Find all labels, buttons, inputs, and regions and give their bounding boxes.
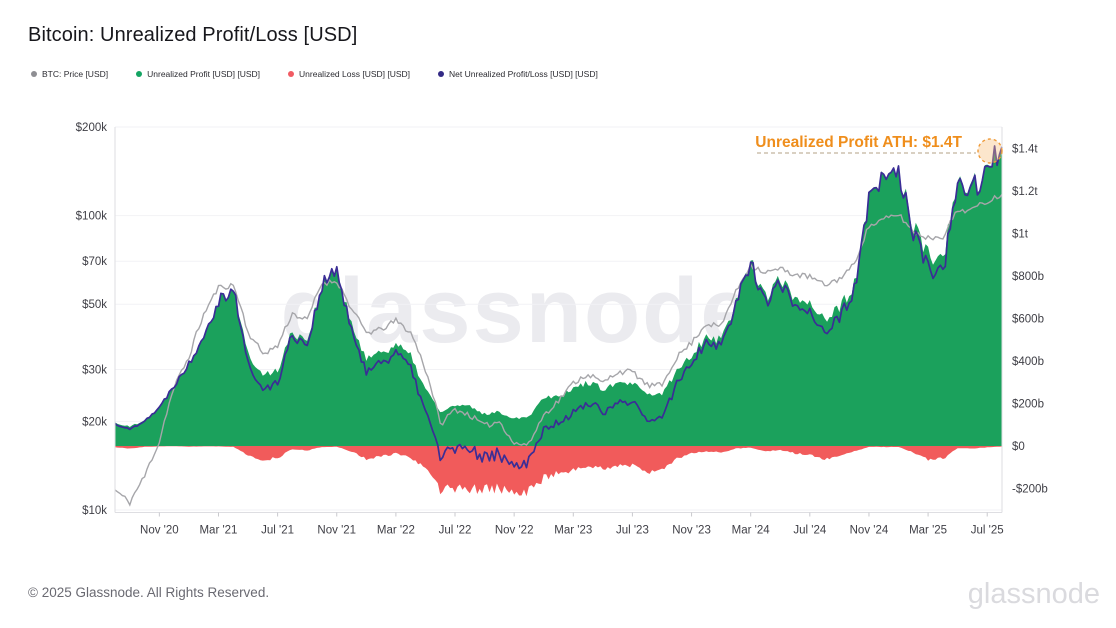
x-axis-label: Mar '24 [732, 525, 771, 537]
x-axis-label: Nov '24 [850, 525, 889, 537]
x-axis-label: Mar '22 [377, 525, 415, 537]
x-axis-label: Mar '21 [199, 525, 237, 537]
legend-dot-icon [438, 71, 445, 77]
right-axis-label: $1.2t [1012, 186, 1038, 198]
legend-item-1[interactable]: Unrealized Profit [USD] [USD] [136, 69, 260, 79]
left-axis-label: $200k [76, 122, 108, 134]
x-axis-label: Nov '21 [317, 525, 356, 537]
right-axis-label: $1.4t [1012, 144, 1038, 156]
legend-label: BTC: Price [USD] [42, 69, 109, 79]
x-axis-label: Nov '20 [140, 525, 179, 537]
legend-label: Unrealized Profit [USD] [USD] [147, 69, 261, 79]
legend-dot-icon [31, 71, 37, 77]
right-axis-label: $0 [1012, 441, 1025, 453]
left-axis-label: $20k [82, 416, 107, 428]
x-axis-label: Mar '25 [909, 525, 947, 537]
x-axis-label: Jul '22 [439, 525, 472, 537]
legend-dot-icon [288, 71, 295, 77]
x-axis-label: Jul '24 [793, 525, 826, 537]
legend-item-2[interactable]: Unrealized Loss [USD] [USD] [288, 69, 410, 79]
right-axis-label: $800b [1012, 271, 1044, 283]
right-axis-label: $600b [1012, 314, 1044, 326]
left-axis-label: $10k [82, 505, 107, 517]
x-axis-label: Nov '22 [495, 525, 534, 537]
legend-item-3[interactable]: Net Unrealized Profit/Loss [USD] [USD] [438, 69, 598, 79]
x-axis-label: Jul '23 [616, 525, 649, 537]
ath-annotation-text: Unrealized Profit ATH: $1.4T [755, 134, 962, 151]
x-axis-label: Jul '21 [261, 525, 294, 537]
unrealized-loss-area [115, 446, 1002, 497]
legend-item-0[interactable]: BTC: Price [USD] [31, 69, 108, 79]
legend-dot-icon [136, 71, 143, 77]
x-axis-label: Nov '23 [672, 525, 711, 537]
right-axis-label: $200b [1012, 399, 1044, 411]
unrealized-profit-area [115, 145, 1002, 446]
chart-title: Bitcoin: Unrealized Profit/Loss [USD] [28, 24, 358, 46]
net-unrealized-line [114, 145, 1003, 470]
legend: BTC: Price [USD] Unrealized Profit [USD] … [31, 69, 598, 79]
left-axis-label: $30k [82, 365, 107, 377]
glassnode-logo: glassnode [967, 578, 1100, 610]
right-axis-label: -$200b [1012, 484, 1048, 496]
legend-label: Unrealized Loss [USD] [USD] [299, 69, 411, 79]
right-axis-label: $400b [1012, 356, 1044, 368]
left-axis-label: $50k [82, 299, 107, 311]
right-axis-label: $1t [1012, 229, 1029, 241]
left-axis-label: $100k [76, 211, 108, 223]
x-axis-label: Jul '25 [971, 525, 1004, 537]
ath-circle-marker [977, 138, 1003, 164]
copyright-text: © 2025 Glassnode. All Rights Reserved. [28, 585, 270, 600]
legend-label: Net Unrealized Profit/Loss [USD] [USD] [449, 69, 598, 79]
btc-price-line [114, 194, 1003, 507]
x-axis-label: Mar '23 [554, 525, 592, 537]
left-axis-label: $70k [82, 256, 107, 268]
